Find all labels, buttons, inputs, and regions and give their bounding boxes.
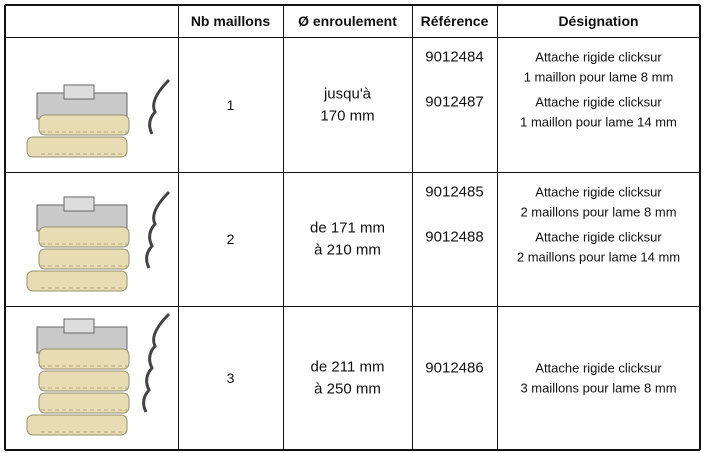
designation: 2 maillons pour lame 8 mm xyxy=(520,204,677,220)
nb-maillons: 1 xyxy=(226,96,235,113)
enroulement: à 250 mm xyxy=(314,380,381,398)
designation: 3 maillons pour lame 8 mm xyxy=(520,380,677,396)
reference: 9012487 xyxy=(425,93,484,111)
enroulement: jusqu'à xyxy=(323,85,372,102)
row-border xyxy=(5,305,700,307)
row-border xyxy=(5,36,700,38)
designation: Attache rigide clicksur xyxy=(535,229,662,245)
column-border xyxy=(4,5,6,450)
reference: 9012486 xyxy=(425,359,484,377)
header-cell: Désignation xyxy=(558,13,639,29)
row-border xyxy=(5,171,700,173)
nb-maillons: 2 xyxy=(226,231,235,247)
designation: 1 maillon pour lame 14 mm xyxy=(520,114,677,130)
designation: 2 maillons pour lame 14 mm xyxy=(516,249,681,265)
enroulement: de 171 mm xyxy=(309,219,386,237)
header-cell: Ø enroulement xyxy=(298,13,397,29)
nb-maillons: 3 xyxy=(226,370,235,386)
product-image xyxy=(26,312,171,436)
reference: 9012484 xyxy=(425,48,484,66)
enroulement: 170 mm xyxy=(320,107,375,124)
designation: Attache rigide clicksur xyxy=(535,94,662,110)
column-border xyxy=(411,5,413,450)
reference: 9012488 xyxy=(425,228,484,246)
column-border xyxy=(496,5,498,450)
column-border xyxy=(177,5,179,450)
product-image xyxy=(26,190,171,292)
header-cell: Nb maillons xyxy=(190,13,271,29)
enroulement: de 211 mm xyxy=(310,358,385,376)
designation: Attache rigide clicksur xyxy=(535,184,662,200)
product-image xyxy=(26,78,171,158)
row-border xyxy=(5,449,700,451)
designation: Attache rigide clicksur xyxy=(535,360,662,376)
reference: 9012485 xyxy=(425,183,484,201)
header-cell: Référence xyxy=(420,13,489,29)
column-border xyxy=(282,5,284,450)
designation: Attache rigide clicksur xyxy=(535,49,662,65)
designation: 1 maillon pour lame 8 mm xyxy=(523,69,674,85)
column-border xyxy=(699,5,701,450)
enroulement: à 210 mm xyxy=(314,241,381,259)
row-border xyxy=(5,4,700,6)
